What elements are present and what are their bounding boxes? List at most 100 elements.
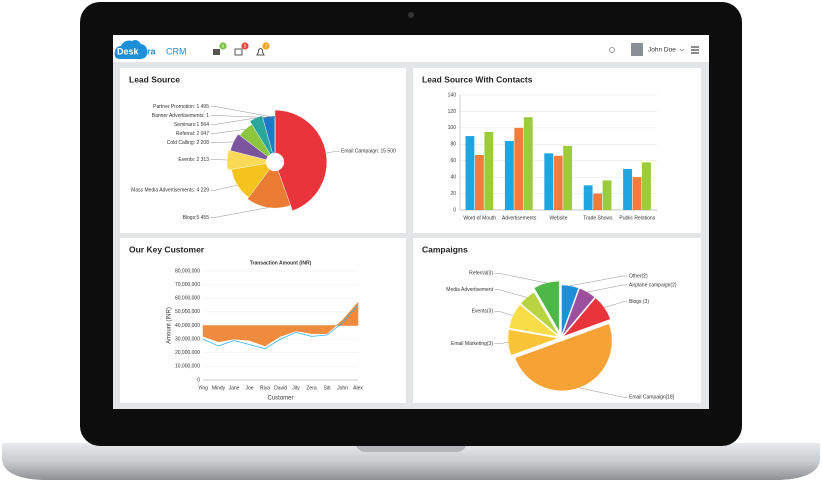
x-tick-label: Trade Shows — [583, 215, 613, 221]
slice-label: Partner Promotion: 1 495 — [153, 104, 209, 110]
y-tick-label: 100 — [448, 125, 457, 131]
bar — [474, 154, 484, 210]
bar — [602, 180, 612, 210]
x-tick-label: Zera — [306, 385, 317, 391]
panel — [120, 238, 406, 403]
y-tick-label: 0 — [197, 377, 200, 383]
x-tick-label: Website — [550, 215, 568, 221]
slice-label: Other(2) — [629, 273, 648, 279]
bar — [514, 127, 524, 210]
tasks-icon[interactable] — [213, 49, 220, 55]
logo-cloud — [114, 40, 148, 59]
chart-title: Campaigns — [422, 244, 468, 254]
y-tick-label: 20,000,000 — [175, 350, 200, 356]
slice-label: Blogs:5 455 — [183, 215, 210, 221]
pie-slice — [562, 297, 611, 337]
y-tick-label: 40 — [450, 174, 456, 180]
search-icon[interactable] — [609, 47, 615, 53]
camera — [408, 12, 414, 18]
bell-icon[interactable] — [256, 48, 265, 56]
leader-line — [587, 284, 628, 293]
x-tick-label: Alex — [353, 385, 363, 391]
bar — [642, 162, 651, 210]
slice-label: Events: 2 313 — [178, 157, 209, 163]
slice-label: Mass Media Advertisements: 4 229 — [131, 188, 209, 194]
x-tick-label: Mindy — [212, 385, 226, 391]
badge-count: 7 — [265, 43, 268, 48]
x-tick-label: Siti — [324, 385, 331, 391]
pie-slice — [274, 109, 328, 212]
y-tick-label: 60 — [450, 158, 456, 164]
slice-label: Referral(3) — [469, 271, 493, 277]
logo-text: Desk — [117, 46, 140, 56]
x-tick-label: David — [274, 385, 287, 391]
user-name[interactable]: John Doe — [648, 47, 676, 54]
laptop-base — [2, 443, 820, 480]
leader-line — [210, 117, 256, 125]
pie-slice — [514, 323, 613, 391]
logo[interactable]: Desk era CRM — [114, 40, 187, 59]
leader-line — [604, 301, 628, 308]
y-tick-label: 80,000,000 — [175, 268, 200, 274]
x-tick-label: Jane — [229, 385, 240, 391]
slice-label: Cold Calling: 2 208 — [167, 140, 209, 146]
mail-icon[interactable] — [234, 48, 243, 56]
bar — [484, 131, 494, 210]
x-tick-label: Jity — [292, 385, 300, 391]
pie-slice — [247, 168, 291, 209]
leader-line — [494, 342, 509, 344]
slice-label: Media Advertisement — [446, 287, 493, 293]
leader-line — [210, 129, 246, 134]
slice-label: Banner Advertisements: 1 — [152, 113, 209, 119]
pie-slice — [561, 284, 579, 336]
slice-label: Events(3) — [472, 309, 494, 315]
slice-label: Seminars:1 564 — [174, 122, 209, 128]
badge-count: 5 — [244, 43, 247, 48]
leader-line — [494, 273, 547, 284]
bar — [544, 153, 554, 210]
bar — [465, 136, 475, 210]
badge — [241, 42, 249, 50]
leader-line — [326, 151, 340, 154]
chart-title: Our Key Customer — [129, 244, 205, 254]
leader-line — [494, 289, 527, 298]
chart-subtitle: Transaction Amount (INR) — [250, 260, 312, 266]
logo-text: era — [142, 46, 157, 56]
bar — [504, 141, 514, 210]
y-tick-label: 50,000,000 — [175, 309, 200, 315]
y-tick-label: 20 — [450, 191, 456, 197]
notification-icons: 6 5 7 — [213, 42, 270, 56]
slice-label: Email Campaign[18] — [629, 395, 675, 401]
x-tick-label: Advertisements — [502, 215, 537, 221]
leader-line — [210, 115, 276, 119]
leader-line — [210, 184, 238, 191]
x-tick-label: John — [337, 385, 348, 391]
y-tick-label: 40,000,000 — [175, 323, 200, 329]
x-tick-label: Word of Mouth — [463, 215, 496, 221]
badge — [219, 42, 227, 50]
y-tick-label: 120 — [448, 109, 457, 115]
pie-slice — [508, 304, 559, 338]
bar — [583, 185, 593, 210]
x-tick-label: Riya — [260, 385, 270, 391]
menu-icon[interactable] — [691, 46, 699, 54]
slice-label: Email Campaign: 15 500 — [341, 149, 396, 155]
y-tick-label: 70,000,000 — [175, 282, 200, 288]
badge — [262, 42, 270, 50]
slice-label: Email Marketing(3) — [451, 341, 493, 347]
y-tick-label: 0 — [453, 207, 456, 213]
chart-title: Lead Source With Contacts — [422, 74, 533, 84]
avatar[interactable] — [631, 43, 643, 56]
chart-title: Lead Source — [129, 74, 180, 84]
header-bar — [113, 35, 709, 62]
y-tick-label: 140 — [448, 92, 457, 98]
x-tick-label: Ying — [198, 385, 208, 391]
bar — [623, 168, 632, 210]
slice-label: Blogs (3) — [629, 299, 649, 305]
badge-count: 6 — [222, 43, 225, 48]
line — [202, 304, 359, 350]
leader-line — [570, 275, 628, 287]
leader-line — [210, 106, 269, 117]
